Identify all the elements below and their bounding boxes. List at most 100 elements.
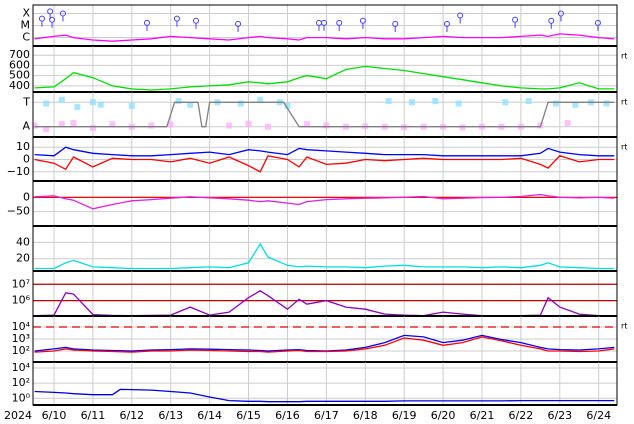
panel [33,362,617,405]
y-tick-label: 10⁴ [12,361,31,374]
data-point [502,99,509,106]
y-tick-label: 10⁰ [12,391,31,404]
series-line [34,193,615,210]
data-point [175,98,182,105]
y-tick-label: T [22,95,30,108]
data-point [552,100,559,107]
x-tick-label: 6/22 [509,409,534,422]
data-point [385,98,392,105]
data-point [459,124,466,131]
panel [33,316,617,362]
y-tick-label: C [22,31,30,44]
flare-marker [59,10,66,17]
right-label: rt [621,98,627,107]
x-tick-label: 6/11 [81,409,106,422]
flare-marker [557,10,564,17]
panel [33,271,617,316]
panel-frame [32,225,618,272]
y-tick-label: 600 [9,58,30,71]
y-tick-label: 500 [9,69,30,82]
flare-marker [336,19,343,26]
x-tick-label: 6/13 [158,409,183,422]
data-point [89,99,96,106]
panel [33,46,617,92]
data-point [525,98,532,105]
data-point [603,100,610,107]
x-tick-label: 6/19 [392,409,417,422]
y-tick-label: −50 [7,205,30,218]
series-line [34,65,615,91]
y-tick-label: 10⁴ [12,320,31,333]
y-tick-label: 40 [16,235,30,248]
y-tick-label: 10² [12,376,30,389]
y-tick-label: 10² [12,344,30,357]
right-label: rt [621,143,627,152]
flare-marker [315,19,322,26]
data-point [564,120,571,127]
data-point [226,122,233,129]
data-point [33,122,38,129]
flare-marker [512,16,519,23]
x-tick-label: 6/23 [547,409,572,422]
series-line [34,146,615,157]
data-point [455,100,462,107]
data-point [408,99,415,106]
panel-frame [32,45,618,93]
x-tick-label: 6/12 [119,409,144,422]
data-point [323,122,330,129]
data-point [97,101,104,108]
x-tick-label: 6/15 [236,409,261,422]
y-tick-label: 10⁷ [12,277,30,290]
y-tick-label: 10³ [12,332,30,345]
flare-marker [443,20,450,27]
x-tick-label: 6/17 [314,409,339,422]
flare-marker [38,15,45,22]
x-tick-label: 6/21 [470,409,495,422]
data-point [109,121,116,128]
right-label: rt [621,52,627,61]
data-point [432,98,439,105]
data-point [43,126,50,133]
series-line [34,336,615,353]
flare-marker [321,19,328,26]
y-tick-label: 400 [9,79,30,92]
series-line [34,388,615,403]
y-tick-label: 10 [16,140,30,153]
data-point [284,102,291,109]
x-tick-label: 6/20 [431,409,456,422]
data-point [70,120,77,127]
flare-marker [457,12,464,19]
data-point [572,101,579,108]
panel [33,181,617,226]
series-line [34,155,615,173]
y-tick-label: X [22,6,30,19]
y-tick-label: 20 [16,252,30,265]
data-point [58,96,65,103]
y-tick-label: 10⁶ [12,294,31,307]
data-point [245,120,252,127]
flare-marker [359,17,366,24]
data-point [257,96,264,103]
series-line [34,290,615,316]
data-point [128,102,135,109]
x-tick-label: 6/18 [353,409,378,422]
data-point [43,100,50,107]
x-tick-label: 6/16 [275,409,300,422]
data-point [148,122,155,129]
x-tick-label: 6/14 [197,409,222,422]
data-point [303,121,310,128]
panel [33,226,617,271]
data-point [187,101,194,108]
flare-marker [193,17,200,24]
x-tick-label: 6/10 [42,409,67,422]
series-line [34,334,615,352]
x-year-label: 2024 [4,409,32,422]
series-line [34,242,615,270]
data-point [265,123,272,130]
panel-frame [32,270,618,317]
panel [33,92,617,137]
panel [33,137,617,181]
y-tick-label: 0 [23,190,30,203]
data-point [58,121,65,128]
